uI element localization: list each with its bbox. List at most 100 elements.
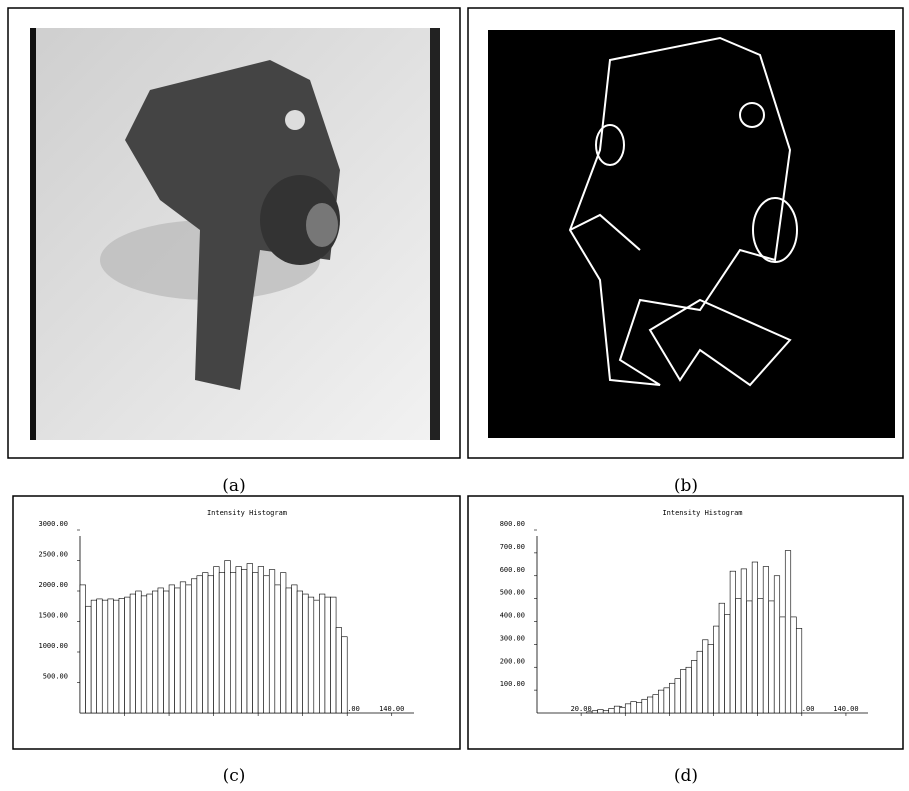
bar [186,585,192,713]
chart-title: Intensity Histogram [662,509,742,517]
bar [319,594,325,713]
bar [241,570,247,713]
bar [603,711,609,713]
chart-title: Intensity Histogram [207,509,287,517]
y-tick-label: 1500.00 [38,612,68,620]
bar [691,660,697,713]
bar [636,703,642,713]
bar [258,567,264,713]
bar [225,561,231,714]
bar [169,585,175,713]
bar [614,706,620,713]
bar [658,690,664,713]
bar [191,579,197,713]
bar [119,598,125,713]
bar [331,597,337,713]
y-tick-label: 300.00 [500,634,525,642]
bar [275,585,281,713]
bar [642,699,648,713]
bar [669,683,675,713]
bar [208,576,214,713]
y-tick-label: 1000.00 [38,642,68,650]
bar [758,599,764,713]
bar [774,576,780,713]
bar [785,551,791,713]
photo [30,28,440,440]
y-tick-label: 2500.00 [38,551,68,559]
bar [653,695,659,713]
caption: (c) [223,766,246,786]
bar [141,596,147,713]
bar [609,708,615,713]
bar [130,594,136,713]
bar [180,582,186,713]
bar [236,567,242,713]
bar [264,576,270,713]
bar [247,564,253,713]
bar [175,588,181,713]
bar [763,567,769,713]
bar [741,569,747,713]
y-tick-label: 600.00 [500,566,525,574]
bar [730,571,736,713]
caption: (d) [674,766,698,786]
bar [752,562,758,713]
bar [292,585,298,713]
bar [664,688,670,713]
bar [152,591,158,713]
bar [791,617,797,713]
bar [714,626,720,713]
bar [780,617,786,713]
bar [86,606,92,713]
y-tick-label: 200.00 [500,657,525,665]
y-tick-label: 700.00 [500,543,525,551]
bar [647,697,653,713]
bar [336,628,342,713]
bar [736,599,742,713]
bar [219,573,225,713]
x-tick-label: 140.00 [833,705,858,713]
bar [297,591,303,713]
bar [680,670,686,713]
bar [230,573,236,713]
bar [280,573,286,713]
bar [675,679,681,713]
bar [796,628,802,713]
bar [708,644,714,713]
bar [620,707,626,713]
bar [631,702,637,713]
bar [725,615,731,713]
bar [269,570,275,713]
bar [625,704,631,713]
figure: (a) (b) (c) (d) Intensity Histogram500.0… [0,0,909,791]
bar [342,637,348,713]
bar [214,567,220,713]
bar [147,594,153,713]
bar [286,588,292,713]
bar [91,600,97,713]
bar [303,594,309,713]
caption: (b) [674,476,698,496]
bar [164,591,170,713]
bar [697,651,703,713]
bar [747,601,753,713]
y-tick-label: 400.00 [500,612,525,620]
bar [703,640,709,713]
bar [108,599,114,713]
edge-image [488,30,895,438]
bar [719,603,725,713]
y-tick-label: 500.00 [500,589,525,597]
bar [97,599,103,713]
bar [598,710,604,713]
bar [202,573,208,713]
bar [80,585,86,713]
bar [325,597,331,713]
bar [113,600,119,713]
bar [686,667,692,713]
bar [197,576,203,713]
bar [253,573,259,713]
bar [592,711,598,713]
x-tick-label: 140.00 [379,705,404,713]
page: (a) (b) (c) (d) Intensity Histogram500.0… [0,0,909,791]
y-tick-label: 800.00 [500,520,525,528]
